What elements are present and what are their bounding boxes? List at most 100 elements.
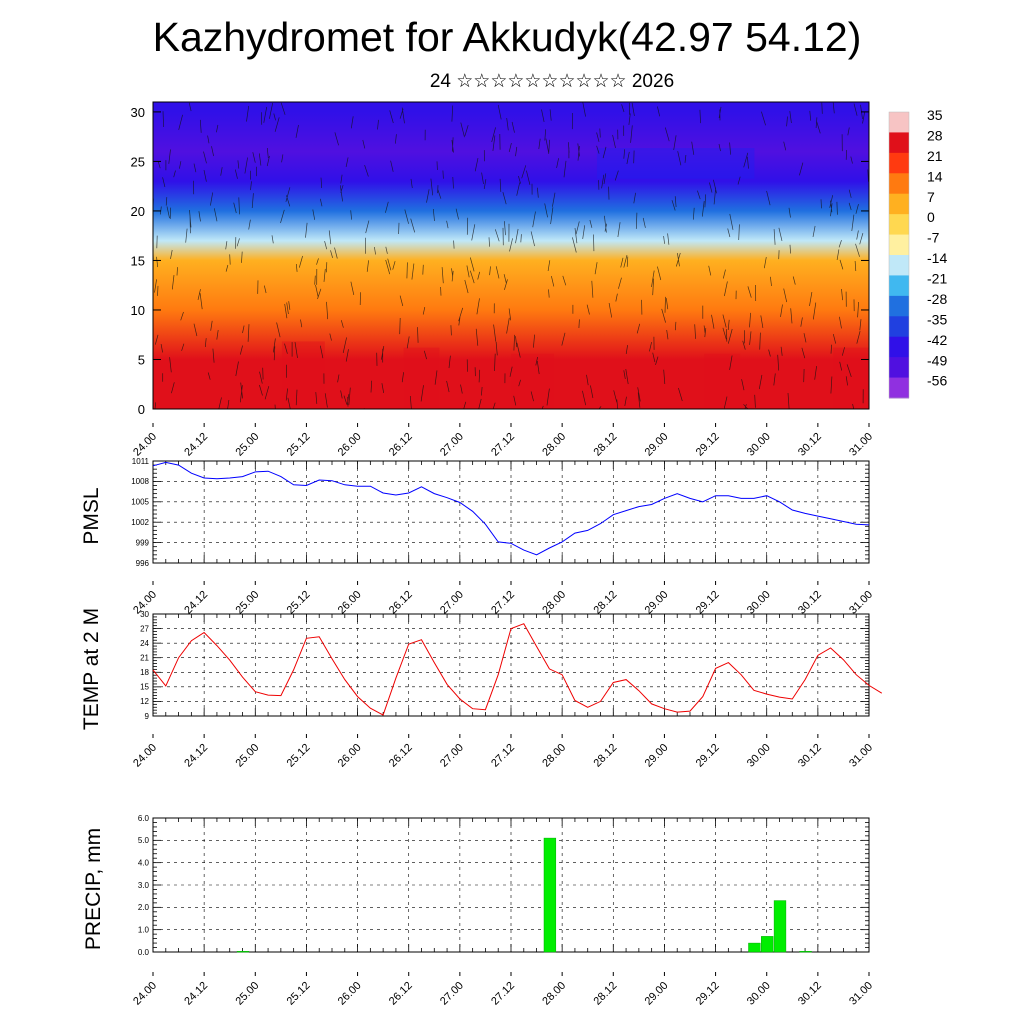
pmsl-ytick-label: 1002 [131, 518, 149, 527]
heatmap-xtick-label: 29.00 [643, 431, 671, 459]
pmsl-ytick-label: 996 [136, 559, 150, 568]
precip-xtick-label: 26.00 [336, 980, 364, 1008]
colorbar-segment [889, 357, 909, 379]
temp-ytick-label: 30 [140, 610, 149, 619]
pmsl-xtick-label: 26.12 [387, 589, 415, 617]
colorbar-label: -28 [927, 291, 947, 307]
temp-xtick-label: 25.12 [285, 742, 313, 770]
heatmap-patch [511, 353, 554, 409]
heatmap-ytick-label: 20 [131, 204, 145, 219]
heatmap-xtick-label: 25.00 [233, 431, 261, 459]
pmsl-xtick-label: 28.00 [540, 589, 568, 617]
precip-bar [236, 951, 250, 953]
heatmap-ytick-label: 15 [131, 253, 145, 268]
colorbar-segment [889, 152, 909, 174]
pmsl-xtick-label: 24.12 [182, 589, 210, 617]
pmsl-xtick-label: 30.12 [796, 589, 824, 617]
colorbar-segment [889, 214, 909, 236]
pmsl-ytick-label: 999 [136, 538, 150, 547]
heatmap-patch [281, 341, 325, 409]
temp-xtick-label: 27.12 [489, 742, 517, 770]
colorbar-label: -35 [927, 311, 947, 327]
precip-bar [543, 837, 557, 953]
temp-xtick-label: 24.00 [131, 742, 159, 770]
page-subtitle: 24 ☆☆☆☆☆☆☆☆☆☆ 2026 [429, 71, 675, 92]
temp-ytick-label: 12 [140, 697, 149, 706]
precip-ylabel: PRECIP, mm [82, 828, 105, 950]
precip-xtick-label: 31.00 [847, 980, 875, 1008]
heatmap-xtick-label: 26.12 [387, 431, 415, 459]
colorbar-label: 14 [927, 168, 943, 184]
colorbar-segment [889, 193, 909, 215]
colorbar-segment [889, 316, 909, 338]
precip-xtick-label: 25.00 [233, 980, 261, 1008]
heatmap-xtick-label: 24.00 [131, 431, 159, 459]
precip-ytick-label: 2.0 [138, 903, 150, 912]
heatmap-ytick-label: 30 [131, 105, 145, 120]
heatmap-xtick-label: 26.00 [336, 431, 364, 459]
precip-ytick-label: 6.0 [138, 814, 150, 823]
precip-ytick-label: 1.0 [138, 925, 150, 934]
precip-ytick-label: 3.0 [138, 881, 150, 890]
precip-xtick-label: 24.12 [182, 980, 210, 1008]
colorbar-frame [888, 111, 910, 399]
pmsl-xtick-label: 29.12 [694, 589, 722, 617]
pmsl-xtick-label: 29.00 [643, 589, 671, 617]
colorbar-segment [889, 336, 909, 358]
pmsl-xtick-label: 27.12 [489, 589, 517, 617]
precip-bar [761, 936, 774, 953]
colorbar-label: 0 [927, 209, 935, 225]
colorbar-label: 28 [927, 127, 943, 143]
colorbar-segment [889, 275, 909, 297]
heatmap-xtick-label: 28.12 [591, 431, 619, 459]
wind-barbs [152, 102, 869, 410]
precip-ytick-label: 0.0 [138, 948, 150, 957]
pmsl-xtick-label: 31.00 [847, 589, 875, 617]
temp-ytick-label: 24 [140, 639, 149, 648]
precip-xtick-label: 26.12 [387, 980, 415, 1008]
temp-xtick-label: 27.00 [438, 742, 466, 770]
page-title: Kazhydromet for Akkudyk(42.97 54.12) [152, 14, 862, 60]
heatmap-xtick-label: 27.00 [438, 431, 466, 459]
pmsl-xtick-label: 27.00 [438, 589, 466, 617]
pmsl-xtick-label: 25.12 [285, 589, 313, 617]
colorbar-segment [889, 377, 909, 399]
temp-ytick-label: 18 [140, 668, 149, 677]
temp-ytick-label: 21 [140, 654, 149, 663]
colorbar-segment [889, 112, 909, 133]
heatmap-patch [596, 148, 755, 179]
precip-xtick-label: 24.00 [131, 980, 159, 1008]
temp-xtick-label: 30.00 [745, 742, 773, 770]
heatmap-ytick-label: 10 [131, 303, 145, 318]
colorbar-label: -7 [927, 230, 940, 246]
colorbar-label: -42 [927, 332, 947, 348]
precip-ytick-label: 5.0 [138, 836, 150, 845]
heatmap-patch [833, 347, 869, 409]
pmsl-ytick-label: 1005 [131, 498, 149, 507]
temp-xtick-label: 28.00 [540, 742, 568, 770]
temp-xtick-label: 26.12 [387, 742, 415, 770]
pmsl-ytick-label: 1008 [131, 477, 149, 486]
precip-xtick-label: 29.12 [694, 980, 722, 1008]
pmsl-xtick-label: 26.00 [336, 589, 364, 617]
colorbar-segment [889, 173, 909, 195]
heatmap-xtick-label: 27.12 [489, 431, 517, 459]
pmsl-ylabel: PMSL [80, 487, 103, 544]
heatmap-xtick-label: 25.12 [285, 431, 313, 459]
temp-xtick-label: 26.00 [336, 742, 364, 770]
heatmap-xtick-label: 30.00 [745, 431, 773, 459]
heatmap-field [153, 102, 869, 409]
pmsl-ytick-label: 1011 [132, 457, 150, 466]
heatmap-ytick-label: 0 [138, 402, 145, 417]
precip-xtick-label: 28.00 [540, 980, 568, 1008]
colorbar-label: -56 [927, 373, 947, 389]
temp-xtick-label: 30.12 [796, 742, 824, 770]
colorbar-label: 35 [927, 107, 943, 123]
precip-xtick-label: 29.00 [643, 980, 671, 1008]
temp-series-line [152, 623, 883, 716]
heatmap-patch [704, 353, 741, 409]
temp-ytick-label: 27 [140, 624, 149, 633]
temp-ytick-label: 9 [145, 712, 150, 721]
temp-xtick-label: 29.12 [694, 742, 722, 770]
